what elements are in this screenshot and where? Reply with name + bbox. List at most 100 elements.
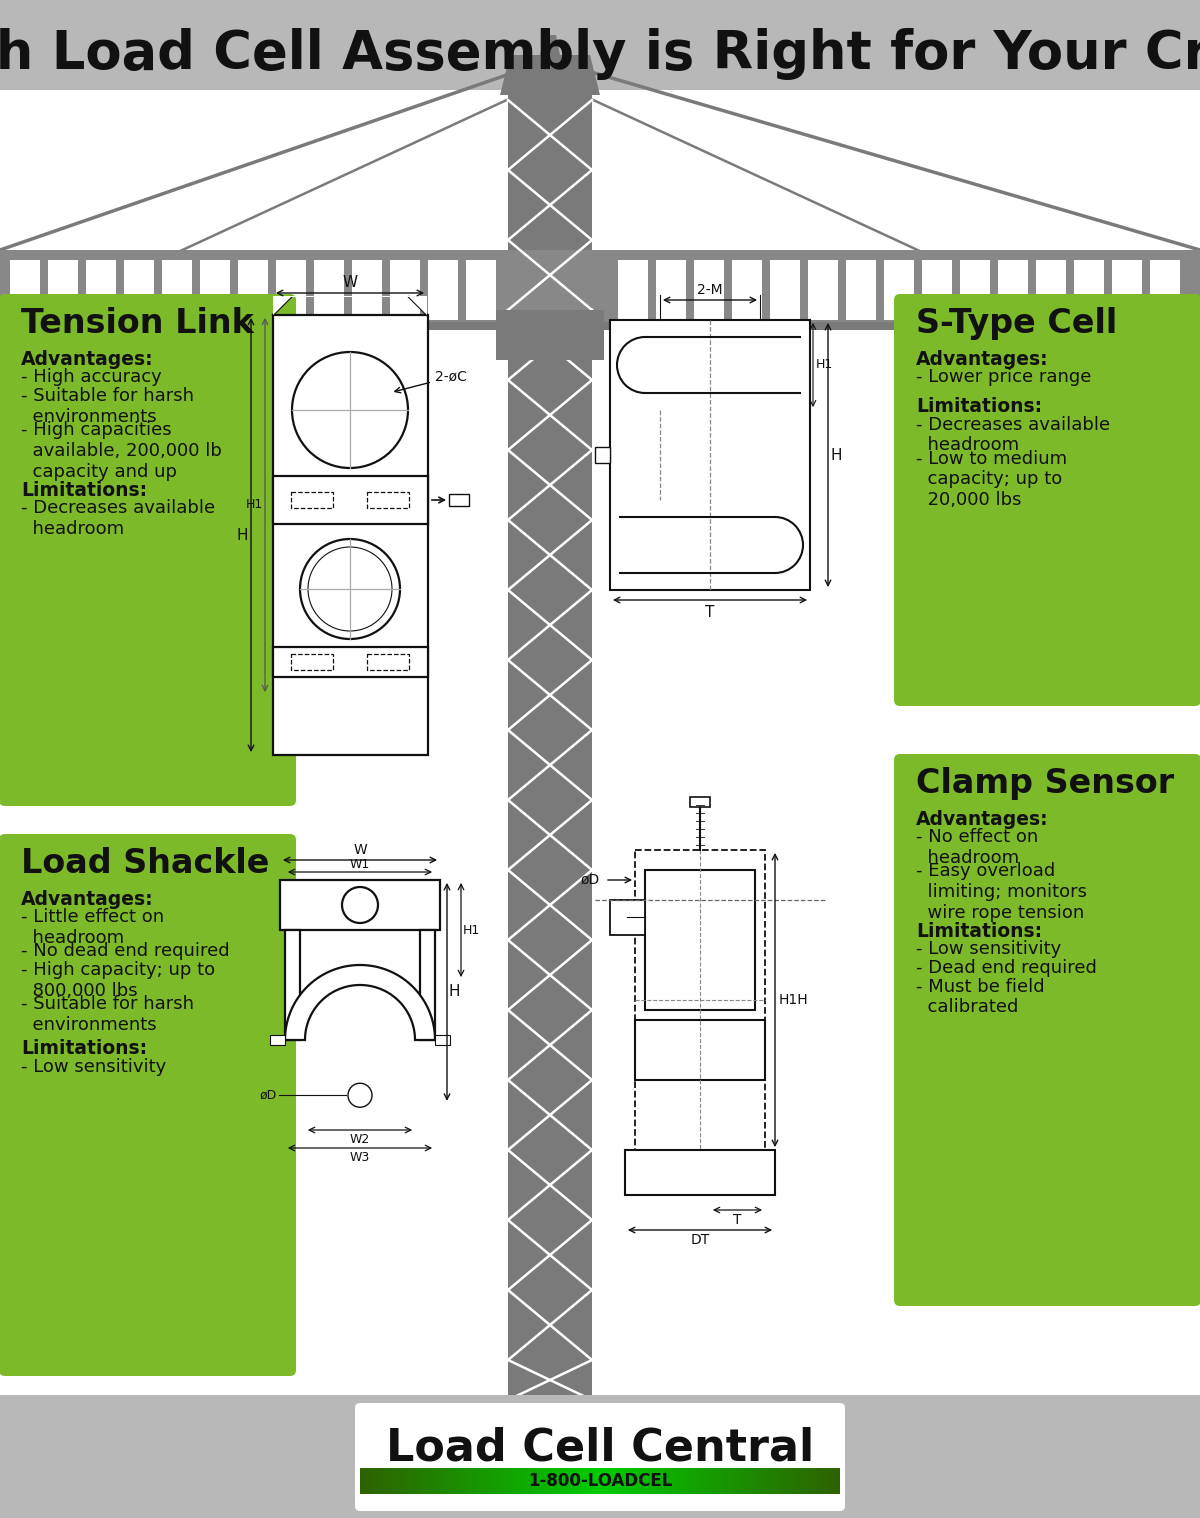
Circle shape [342, 887, 378, 923]
Bar [274, 316, 428, 754]
Bar [1036, 260, 1066, 320]
Bar [694, 260, 724, 320]
Bar [270, 1035, 286, 1044]
Text: - Dead end required: - Dead end required [916, 959, 1097, 978]
Bar [352, 260, 382, 320]
Bar [466, 260, 496, 320]
Text: - Easy overload
  limiting; monitors
  wire rope tension: - Easy overload limiting; monitors wire … [916, 862, 1087, 921]
Bar [292, 492, 334, 509]
Text: Load Cell Central: Load Cell Central [386, 1427, 814, 1469]
Text: - Suitable for harsh
  environments: - Suitable for harsh environments [22, 994, 194, 1034]
Bar [846, 260, 876, 320]
Text: H: H [236, 527, 248, 542]
Text: Advantages:: Advantages: [22, 351, 154, 369]
Text: Advantages:: Advantages: [22, 890, 154, 909]
Bar [0, 0, 1200, 90]
Bar [620, 328, 710, 402]
Circle shape [300, 539, 400, 639]
Bar [496, 310, 604, 360]
Bar [595, 446, 610, 463]
FancyBboxPatch shape [0, 833, 296, 1375]
Bar [0, 1395, 1200, 1518]
Text: Load Shackle: Load Shackle [22, 847, 269, 880]
Bar [610, 320, 810, 591]
Circle shape [292, 352, 408, 468]
Text: Limitations:: Limitations: [22, 481, 148, 499]
Bar [367, 492, 409, 509]
Bar [998, 260, 1028, 320]
FancyBboxPatch shape [894, 294, 1200, 706]
Bar [646, 870, 755, 1009]
Text: - Little effect on
  headroom: - Little effect on headroom [22, 908, 164, 947]
Bar [390, 260, 420, 320]
Text: W1: W1 [350, 858, 370, 871]
Bar [508, 90, 592, 1400]
FancyBboxPatch shape [0, 294, 296, 806]
Polygon shape [274, 296, 427, 316]
Bar [625, 1151, 775, 1195]
Bar [884, 260, 914, 320]
Bar [367, 654, 409, 669]
Bar [10, 260, 40, 320]
Bar [274, 647, 428, 677]
Bar [960, 260, 990, 320]
Bar [690, 797, 710, 808]
Bar [922, 260, 952, 320]
Bar [635, 1020, 766, 1079]
Bar [656, 260, 686, 320]
Bar [808, 260, 838, 320]
Text: H1: H1 [246, 498, 263, 512]
Bar [314, 260, 344, 320]
Bar [436, 1035, 450, 1044]
Text: Limitations:: Limitations: [916, 921, 1042, 941]
Text: Limitations:: Limitations: [916, 398, 1042, 416]
Text: - High capacity; up to
  800,000 lbs: - High capacity; up to 800,000 lbs [22, 961, 215, 1000]
Text: Advantages:: Advantages: [916, 351, 1049, 369]
Bar [635, 850, 766, 1151]
Text: Advantages:: Advantages: [916, 811, 1049, 829]
Text: H1H: H1H [779, 993, 809, 1006]
Bar [48, 260, 78, 320]
Bar [618, 260, 648, 320]
Bar [0, 250, 1200, 329]
Text: øD: øD [259, 1088, 277, 1102]
Bar [770, 260, 800, 320]
Text: - No effect on
  headroom: - No effect on headroom [916, 829, 1038, 867]
Bar [86, 260, 116, 320]
Bar [732, 260, 762, 320]
Text: Which Load Cell Assembly is Right for Your Crane?: Which Load Cell Assembly is Right for Yo… [0, 27, 1200, 80]
Bar [280, 880, 440, 931]
Text: Clamp Sensor: Clamp Sensor [916, 767, 1174, 800]
Circle shape [348, 1084, 372, 1107]
Text: W: W [353, 842, 367, 858]
Text: H: H [449, 984, 461, 999]
Text: - Low sensitivity: - Low sensitivity [916, 941, 1061, 958]
Bar [162, 260, 192, 320]
Text: - Must be field
  calibrated: - Must be field calibrated [916, 978, 1045, 1016]
Text: S-Type Cell: S-Type Cell [916, 307, 1117, 340]
Bar [274, 477, 428, 524]
Text: - High accuracy: - High accuracy [22, 369, 162, 387]
Text: W: W [342, 275, 358, 290]
Text: W2: W2 [350, 1132, 370, 1146]
Bar [238, 260, 268, 320]
Text: - No dead end required: - No dead end required [22, 943, 229, 961]
Bar [292, 654, 334, 669]
Bar [1074, 260, 1104, 320]
FancyBboxPatch shape [355, 1403, 845, 1510]
Text: H1: H1 [816, 358, 833, 372]
Text: H: H [830, 448, 841, 463]
Polygon shape [286, 965, 436, 1040]
Bar [1150, 260, 1180, 320]
Text: T: T [706, 606, 715, 619]
Text: - Lower price range: - Lower price range [916, 369, 1091, 387]
Text: 2-øC: 2-øC [395, 370, 467, 393]
Bar [276, 260, 306, 320]
Text: W3: W3 [350, 1151, 370, 1164]
Text: Tension Link: Tension Link [22, 307, 253, 340]
Bar [610, 900, 646, 935]
Polygon shape [540, 35, 560, 55]
Text: T: T [733, 1213, 742, 1227]
Text: øD: øD [581, 873, 600, 887]
Bar [0, 90, 1200, 1400]
